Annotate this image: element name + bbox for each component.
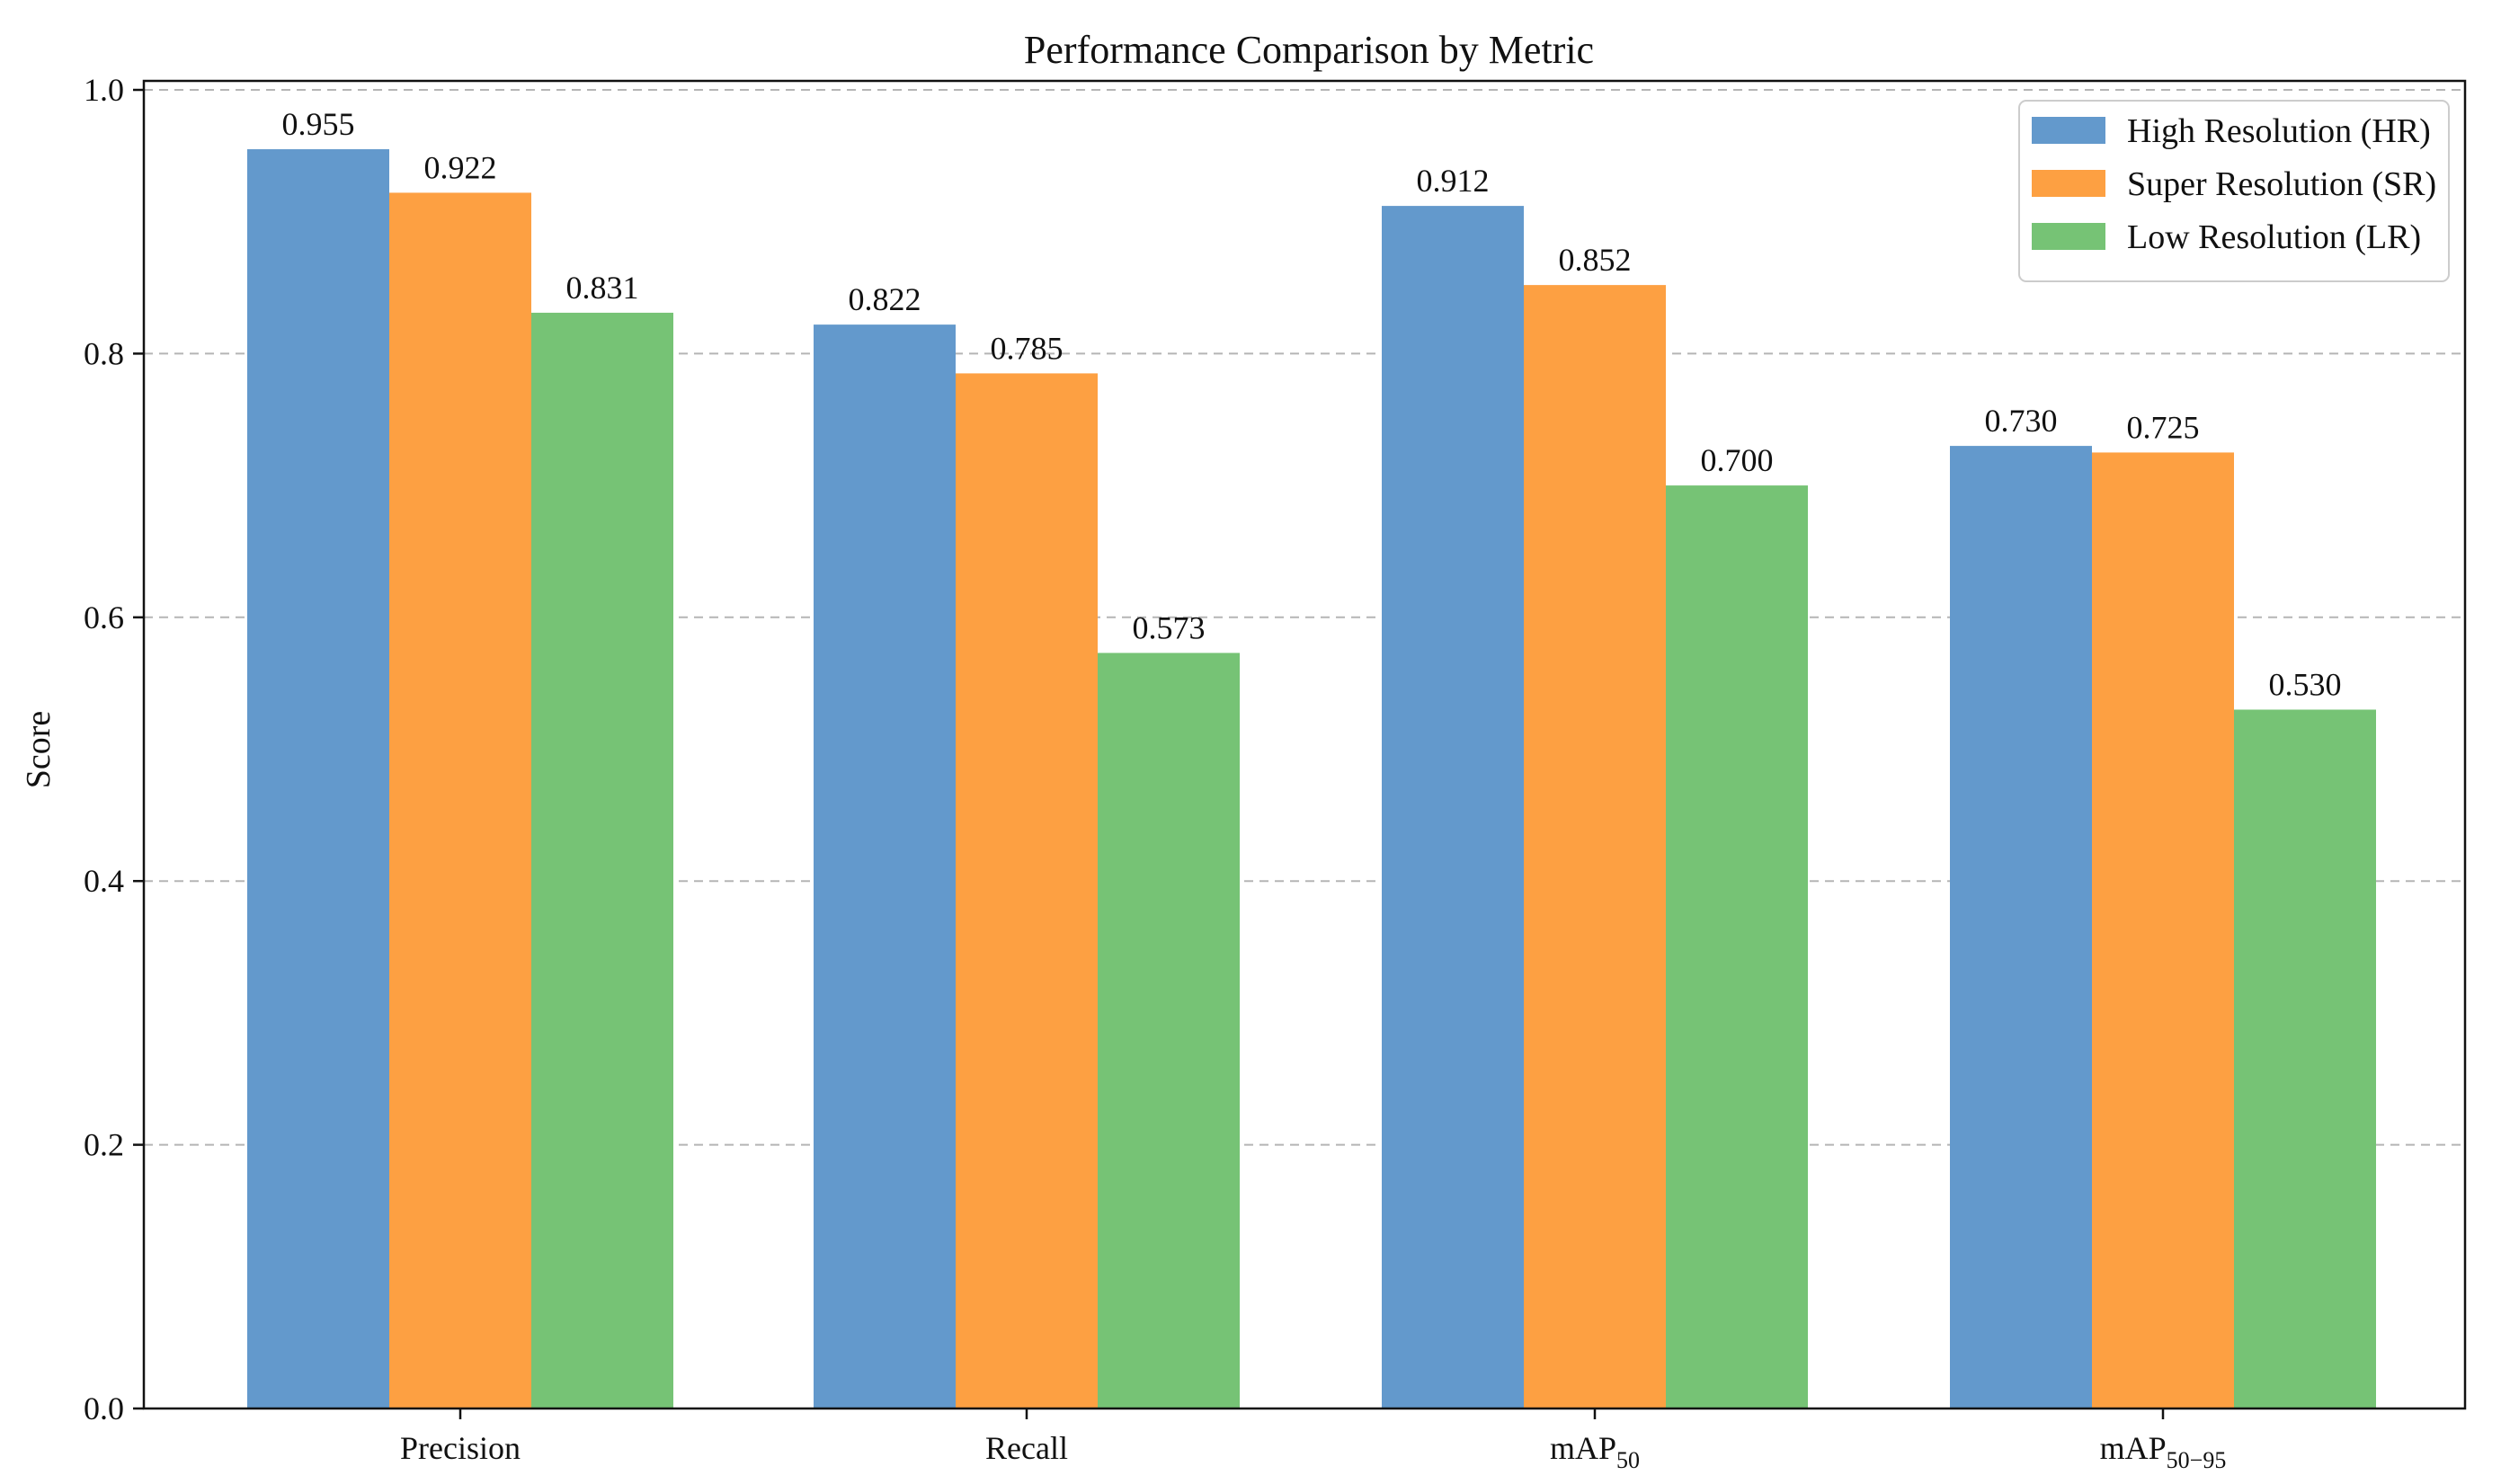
bar	[956, 373, 1098, 1408]
legend-swatch	[2032, 170, 2105, 197]
chart-title: Performance Comparison by Metric	[1024, 28, 1594, 72]
bar	[531, 312, 673, 1409]
y-tick-label: 0.0	[84, 1391, 124, 1426]
bar	[389, 192, 531, 1408]
y-axis-label: Score	[20, 711, 58, 789]
y-tick-label: 0.2	[84, 1127, 124, 1163]
x-tick-label: mAP50−95	[2100, 1430, 2227, 1473]
value-labels: 0.955 0.822 0.912 0.730 0.922 0.785 0.852 0.725…	[282, 106, 2342, 702]
bar	[1098, 653, 1240, 1408]
bar	[1524, 285, 1666, 1409]
bar-value-label: 0.700	[1701, 442, 1774, 478]
axes	[142, 79, 2467, 1410]
legend-swatch	[2032, 117, 2105, 144]
bar-value-label: 0.822	[849, 281, 921, 317]
y-tick-label: 0.4	[84, 863, 124, 899]
bar-value-label: 0.785	[991, 330, 1064, 366]
bar-value-label: 0.831	[566, 270, 639, 306]
bar	[1382, 206, 1524, 1409]
legend-label: Super Resolution (SR)	[2127, 165, 2436, 203]
bar-value-label: 0.912	[1417, 163, 1490, 199]
bar-value-label: 0.730	[1985, 403, 2058, 439]
legend: High Resolution (HR) Super Resolution (SR…	[2018, 100, 2450, 282]
x-tick-label: mAP50	[1550, 1430, 1640, 1473]
bar-value-label: 0.922	[424, 149, 497, 185]
bar	[247, 149, 389, 1408]
y-tick-label: 1.0	[84, 72, 124, 108]
x-tick-label: Precision	[400, 1430, 521, 1466]
x-tick-label: Recall	[985, 1430, 1068, 1466]
bar	[2092, 452, 2234, 1408]
y-ticks: 0.0 0.2 0.4 0.6 0.8 1.0	[84, 72, 144, 1426]
bar	[2234, 709, 2376, 1408]
bar-value-label: 0.573	[1133, 609, 1206, 645]
bar	[1950, 446, 2092, 1409]
x-ticks: Precision Recall mAP50 mAP50−95	[400, 1408, 2226, 1473]
y-tick-label: 0.8	[84, 335, 124, 371]
bar-value-label: 0.852	[1559, 242, 1632, 278]
bar-value-label: 0.955	[282, 106, 355, 142]
legend-label: Low Resolution (LR)	[2127, 218, 2421, 256]
legend-box	[2018, 100, 2450, 282]
legend-swatch	[2032, 223, 2105, 250]
bar-value-label: 0.530	[2269, 666, 2342, 702]
plot-frame	[142, 79, 2467, 1410]
legend-label: High Resolution (HR)	[2127, 112, 2431, 150]
y-tick-label: 0.6	[84, 600, 124, 635]
bar-value-label: 0.725	[2127, 409, 2200, 445]
bar	[1666, 485, 1808, 1408]
bar	[814, 324, 956, 1409]
bars	[247, 149, 2376, 1409]
